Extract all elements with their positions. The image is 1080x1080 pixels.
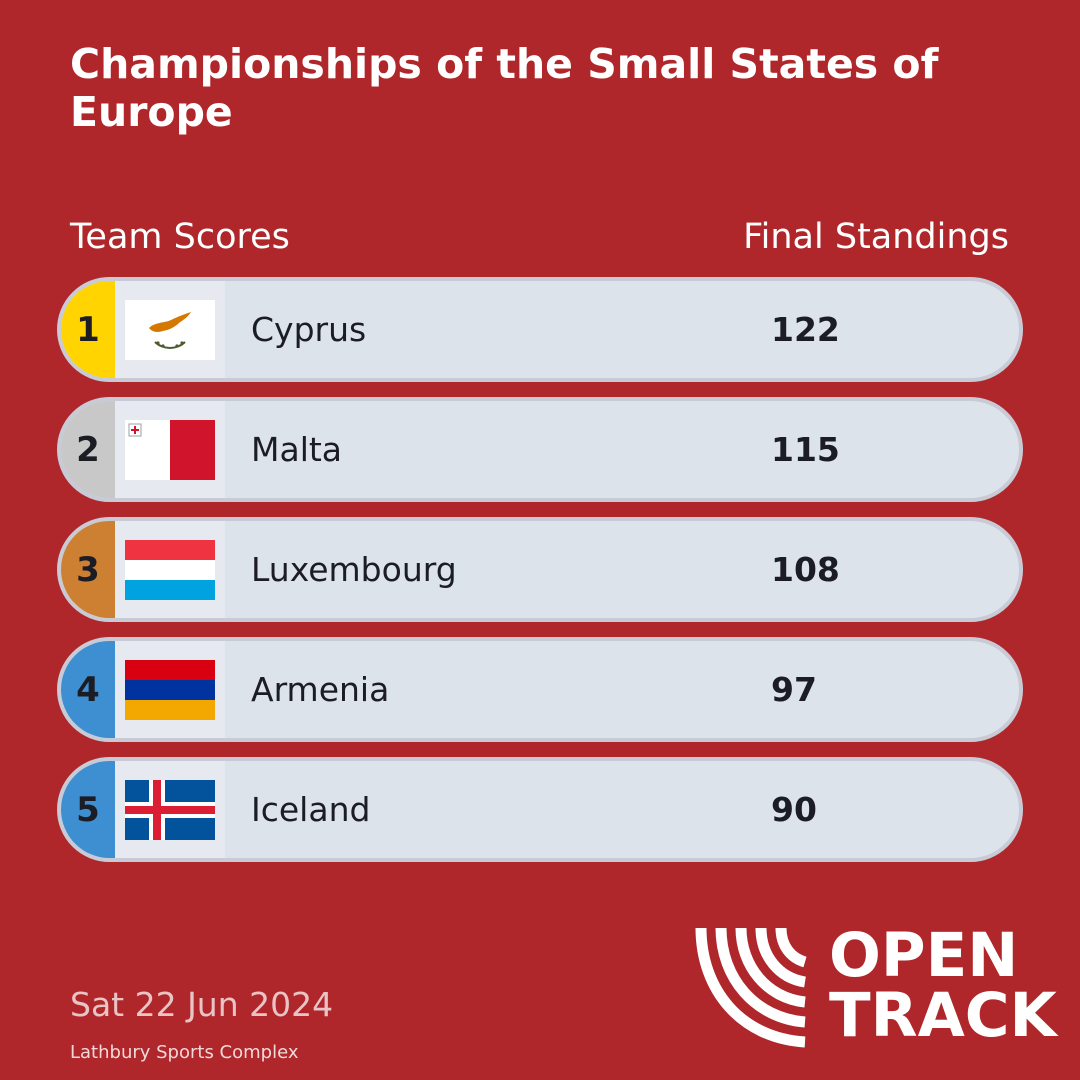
rank-badge: 2 [61,401,115,498]
country-name: Cyprus [251,310,367,349]
rank-badge: 4 [61,641,115,738]
final-standings-label: Final Standings [743,217,1009,257]
rank-badge: 5 [61,761,115,858]
page-title: Championships of the Small States of Eur… [70,40,939,136]
standings-list: 1 Cyprus 122 2 Malta 115 [57,277,1023,877]
country-name: Malta [251,430,343,469]
standing-row: 5 Iceland 90 [57,757,1023,862]
cyprus-flag-icon [125,299,215,360]
team-score: 90 [771,790,817,829]
standing-row: 1 Cyprus 122 [57,277,1023,382]
standing-row: 4 Armenia 97 [57,637,1023,742]
country-name: Armenia [251,670,390,709]
team-score: 115 [771,430,840,469]
event-venue: Lathbury Sports Complex [70,1042,299,1063]
country-name: Iceland [251,790,371,829]
team-score: 97 [771,670,817,709]
logo-word-track: TRACK [829,980,1057,1051]
country-name: Luxembourg [251,550,457,589]
team-scores-label: Team Scores [70,217,290,257]
luxembourg-flag-icon [125,539,215,600]
rank-badge: 1 [61,281,115,378]
rank-badge: 3 [61,521,115,618]
team-score: 108 [771,550,840,589]
opentrack-logo-icon [695,927,807,1048]
armenia-flag-icon [125,659,215,720]
iceland-flag-icon [125,779,215,840]
team-score: 122 [771,310,840,349]
standing-row: 2 Malta 115 [57,397,1023,502]
event-date: Sat 22 Jun 2024 [70,985,334,1024]
logo-word-open: OPEN [829,920,1019,991]
malta-flag-icon [125,419,215,480]
standing-row: 3 Luxembourg 108 [57,517,1023,622]
